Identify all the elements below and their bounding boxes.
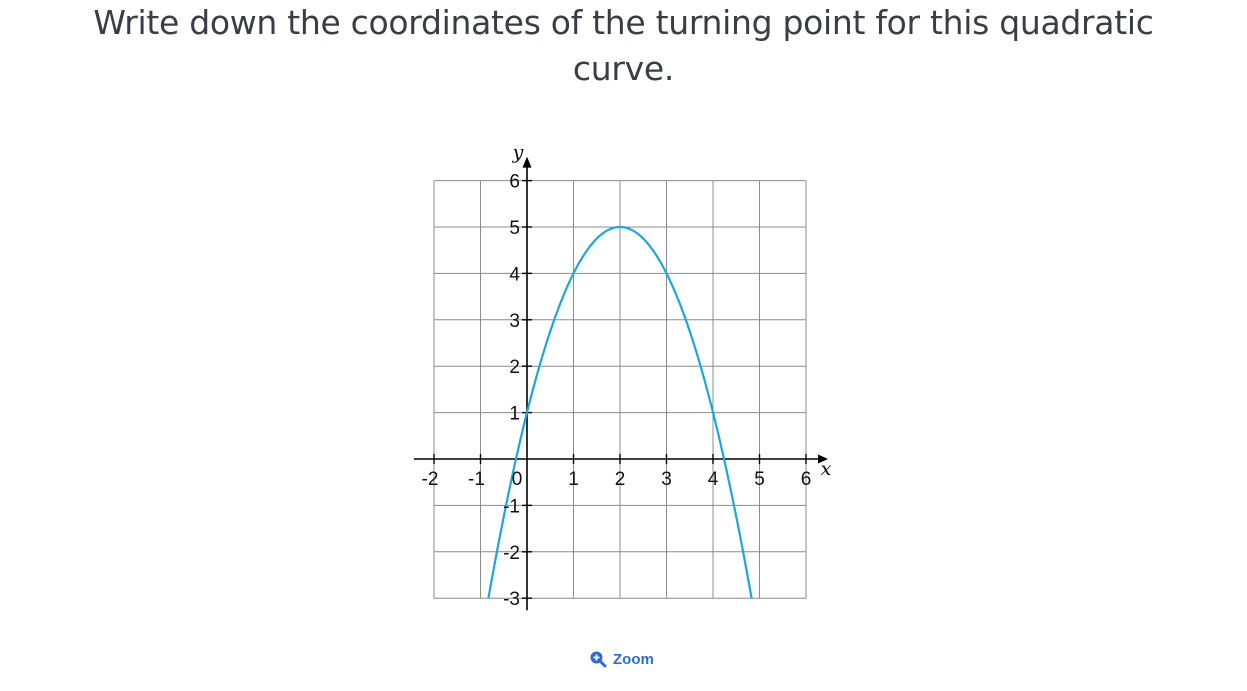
question-line-2: curve.	[572, 49, 675, 88]
x-tick-label: -2	[422, 469, 439, 490]
x-tick-label: 0	[512, 469, 523, 490]
y-tick-label: 1	[509, 404, 520, 425]
x-tick-label: 5	[754, 469, 765, 490]
y-tick-label: -3	[503, 589, 520, 610]
y-tick-label: 6	[509, 172, 520, 193]
x-tick-label: 6	[801, 469, 812, 490]
question-text: Write down the coordinates of the turnin…	[0, 0, 1247, 92]
zoom-in-icon	[590, 651, 607, 668]
axes	[414, 156, 828, 611]
x-tick-label: -1	[468, 469, 485, 490]
x-tick-label: 3	[661, 469, 672, 490]
x-tick-label: 4	[708, 469, 719, 490]
x-axis-label: x	[821, 458, 832, 480]
quadratic-curve	[487, 225, 753, 599]
y-tick-label: 4	[509, 264, 520, 285]
grid	[433, 180, 807, 599]
y-tick-label: -1	[503, 496, 520, 517]
y-axis-arrow	[522, 156, 532, 168]
y-tick-label: -2	[503, 543, 520, 564]
zoom-button[interactable]: Zoom	[589, 650, 654, 668]
x-tick-label: 1	[568, 469, 579, 490]
x-axis-arrow	[818, 454, 828, 464]
curve-layer	[487, 225, 753, 599]
question-line-1: Write down the coordinates of the turnin…	[93, 3, 1154, 42]
zoom-label: Zoom	[613, 650, 654, 668]
y-tick-label: 2	[509, 357, 520, 378]
x-tick-label: 2	[615, 469, 626, 490]
y-axis-label: y	[512, 142, 524, 164]
y-tick-label: 5	[509, 218, 520, 239]
y-tick-label: 3	[509, 311, 520, 332]
